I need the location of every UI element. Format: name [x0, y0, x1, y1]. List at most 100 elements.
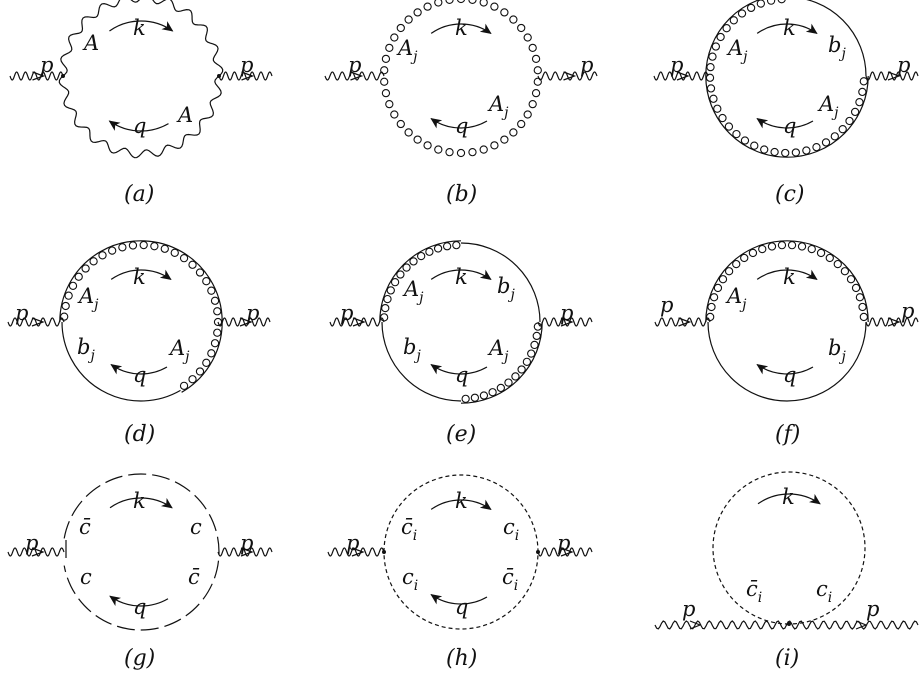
external-photon-left-arrow [350, 71, 364, 81]
gluon-arc-inner [705, 0, 869, 158]
diagram-d-label-k: k [133, 265, 146, 289]
gluon-curl [530, 340, 539, 350]
external-photon-left-arrow [678, 317, 692, 327]
external-photon-left-arrow [676, 71, 690, 81]
external-photon-left [653, 71, 709, 81]
diagram-g-label-k: k [133, 489, 146, 513]
external-photon-right [217, 317, 271, 327]
gluon-curl [509, 128, 518, 137]
diagram-g-label-p-left: p [25, 531, 38, 555]
gluon-curl [833, 259, 842, 269]
gluon-curl [385, 99, 394, 109]
gluon-curl [718, 113, 727, 123]
gluon-curl [858, 302, 867, 312]
diagram-h-label-top-right: ci [503, 515, 519, 544]
gluon-curl [756, 0, 765, 8]
gluon-curl [470, 393, 480, 402]
gluon-curl [128, 241, 138, 250]
gluon-curl [797, 242, 807, 251]
gluon-curl [840, 267, 850, 276]
diagram-e-label-k: k [455, 265, 468, 289]
gluon-curl [709, 94, 718, 103]
diagram-g-caption: (g) [124, 646, 155, 671]
gluon-curl [531, 54, 541, 64]
external-photon-right [218, 71, 273, 81]
gluon-curl [791, 148, 801, 157]
gluon-curl [433, 244, 443, 253]
diagram-i-label-k: k [782, 485, 795, 509]
gluon-curl [139, 240, 148, 250]
diagram-g-label-bottom-right: c̄ [188, 565, 200, 589]
gluon-curl [859, 312, 868, 322]
gluon-curl [445, 147, 454, 157]
gluon-curl [504, 378, 513, 387]
gluon-curl [170, 248, 179, 257]
gluon-curl [766, 0, 776, 5]
gluon-curl [533, 66, 542, 75]
gluon-curl [706, 62, 715, 72]
gluon-curl [383, 294, 392, 304]
gluon-curl [706, 312, 715, 322]
gluon-curl [527, 349, 536, 358]
diagram-b: p p k q Aj Aj (b) [324, 0, 598, 207]
gluon-arc-top-left-inner [379, 240, 462, 323]
gluon-curl [396, 23, 405, 33]
external-photon-right [217, 547, 273, 557]
gluon-arc-top-left [379, 240, 462, 323]
diagram-b-caption: (b) [446, 182, 477, 207]
gluon-curl [409, 257, 418, 266]
gluon-curl [390, 33, 399, 42]
diagram-d-label-top-left: Aj [77, 284, 99, 313]
momentum-arrow-k [756, 269, 818, 280]
diagram-d-label-p-right: p [246, 301, 259, 325]
gluon-curl [202, 277, 211, 286]
gluon-curl [531, 88, 541, 98]
diagram-b-graphics [324, 0, 598, 158]
gluon-curl [423, 141, 432, 150]
gluon-curl [718, 275, 728, 284]
external-photon-right-arrow [560, 317, 574, 327]
external-photon-left-arrow [689, 620, 702, 630]
gluon-curl [150, 242, 159, 251]
gluon-curl [64, 291, 73, 300]
momentum-arrow-q [430, 364, 488, 375]
external-photon-right [537, 71, 598, 81]
b-field-line-bottom-left [381, 321, 462, 402]
external-photon-right-arrow [560, 547, 574, 557]
gluon-curl [496, 383, 505, 393]
gluon-curl [404, 15, 413, 24]
diagram-d-label-bottom-right: Aj [168, 336, 190, 365]
gluon-curl [89, 257, 98, 266]
gluon-curl [445, 0, 454, 5]
gluon-curl [60, 312, 69, 321]
external-photon-left-arrow [32, 71, 46, 81]
b-field-line [805, 0, 867, 77]
gluon-curl [517, 119, 526, 129]
external-photon-right [865, 317, 919, 327]
gluon-loop [380, 0, 542, 158]
diagram-e-label-p-left: p [340, 301, 353, 325]
diagram-c: p p k q Aj bj Aj (c) [653, 0, 919, 207]
gluon-curl [825, 253, 834, 263]
diagram-a-caption: (a) [124, 182, 154, 207]
gluon-curl [385, 43, 394, 53]
gluon-curl [479, 145, 488, 154]
diagram-i-label-p-right: p [866, 597, 879, 621]
external-photon-line [654, 620, 919, 630]
external-photon-left-arrow [351, 547, 365, 557]
gluon-curl [500, 135, 509, 144]
diagram-g-label-bottom-left: c [80, 565, 92, 589]
gluon-curl [413, 8, 422, 17]
diagram-a-label-bottom-right: A [176, 103, 193, 127]
gluon-curl [434, 145, 443, 154]
gluon-curl [381, 88, 391, 98]
gluon-curl [207, 286, 216, 295]
external-photon-right-arrow [855, 620, 868, 630]
diagram-a-label-p-left: p [40, 53, 53, 77]
diagram-c-label-q: q [783, 114, 796, 138]
gluon-curl [179, 381, 189, 390]
momentum-arrow-q [430, 118, 488, 129]
gluon-curl [488, 388, 497, 397]
gluon-curl [195, 268, 205, 277]
gluon-curl [523, 33, 532, 42]
